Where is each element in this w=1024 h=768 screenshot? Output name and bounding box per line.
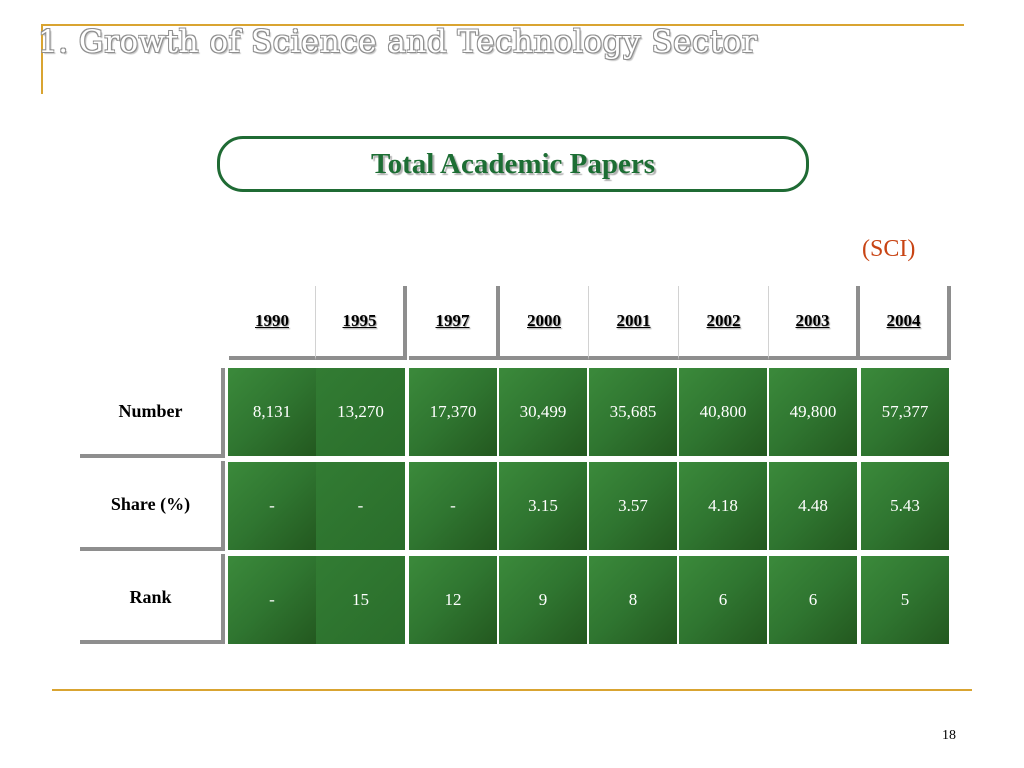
table-cell: 40,800 — [679, 368, 767, 456]
year-header: 1995 — [316, 286, 407, 360]
row-label-number: Number — [80, 368, 225, 458]
table-cell: 57,377 — [861, 368, 949, 456]
page-number: 18 — [942, 728, 956, 743]
table-cell: 30,499 — [499, 368, 587, 456]
table-cell: 4.18 — [679, 462, 767, 550]
table-cell: - — [409, 462, 497, 550]
table-cell: - — [316, 462, 405, 550]
table-cell: - — [228, 556, 316, 644]
slide-title: 1. Growth of Science and Technology Sect… — [38, 24, 758, 60]
table-cell: 13,270 — [316, 368, 405, 456]
table-cell: 15 — [316, 556, 405, 644]
table-cell: 5.43 — [861, 462, 949, 550]
table-cell: 12 — [409, 556, 497, 644]
year-header: 1990 — [229, 286, 316, 360]
year-header: 2000 — [500, 286, 589, 360]
table-cell: 49,800 — [769, 368, 857, 456]
table-cell: 17,370 — [409, 368, 497, 456]
bottom-rule — [52, 689, 972, 691]
table-cell: 5 — [861, 556, 949, 644]
year-header: 2002 — [679, 286, 769, 360]
table-cell: 4.48 — [769, 462, 857, 550]
side-rule — [41, 24, 43, 94]
table-cell: 6 — [679, 556, 767, 644]
top-rule — [42, 24, 964, 26]
table-cell: 8 — [589, 556, 677, 644]
table-cell: 6 — [769, 556, 857, 644]
year-header: 2001 — [589, 286, 679, 360]
table-cell: 3.15 — [499, 462, 587, 550]
row-label-share: Share (%) — [80, 461, 225, 551]
table-cell: - — [228, 462, 316, 550]
source-label: (SCI) — [862, 236, 916, 262]
table-cell: 3.57 — [589, 462, 677, 550]
year-header: 2004 — [860, 286, 951, 360]
table-cell: 9 — [499, 556, 587, 644]
row-label-rank: Rank — [80, 554, 225, 644]
table-cell: 8,131 — [228, 368, 316, 456]
heading-pill: Total Academic Papers — [217, 136, 809, 192]
heading-text: Total Academic Papers — [370, 147, 656, 180]
year-header: 2003 — [769, 286, 860, 360]
table-cell: 35,685 — [589, 368, 677, 456]
year-header: 1997 — [409, 286, 500, 360]
